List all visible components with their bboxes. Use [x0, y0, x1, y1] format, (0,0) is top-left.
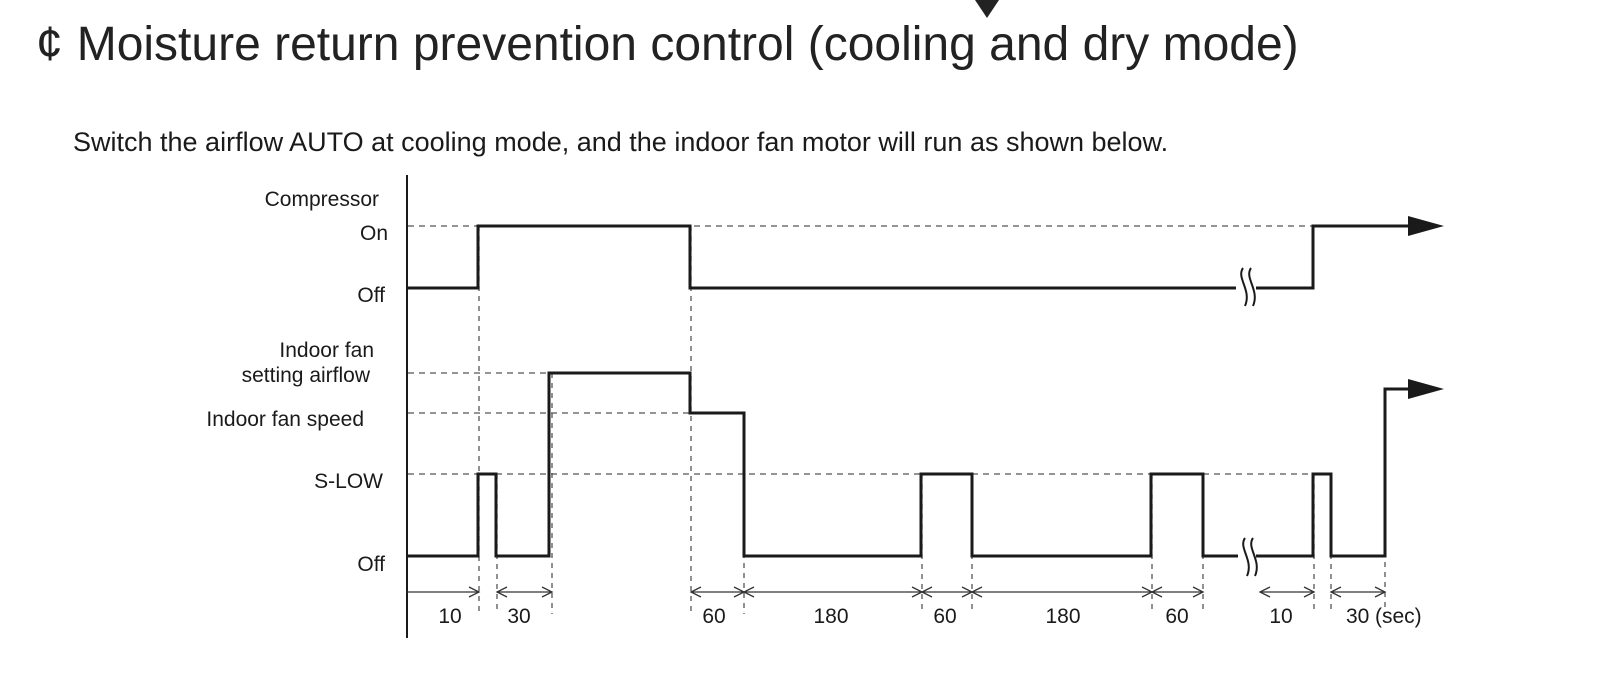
page-title-text: Moisture return prevention control (cool… — [76, 18, 1299, 71]
compressor-signal — [408, 224, 1236, 290]
guide-lines — [478, 226, 1386, 614]
interval-label: 60 — [933, 605, 956, 628]
indoor-fan-arrow-icon — [1408, 379, 1444, 399]
indoor-fan-signal-resume — [1256, 387, 1410, 558]
indoor-fan-signal — [408, 371, 1238, 558]
interval-arrow — [1150, 586, 1205, 598]
fan-speed-label: Indoor fan speed — [206, 408, 364, 431]
compressor-signal-resume — [1256, 224, 1410, 290]
interval-arrow — [742, 586, 924, 598]
interval-arrow — [689, 586, 746, 598]
compressor-on-label: On — [360, 222, 388, 245]
compressor-off-label: Off — [357, 284, 385, 307]
reference-lines — [408, 225, 1313, 475]
interval-label: 10 — [1269, 605, 1292, 628]
interval-arrow — [1329, 586, 1387, 598]
interval-label: 30 — [1346, 605, 1369, 628]
time-break-icon — [1242, 537, 1258, 577]
cent-symbol-icon: ¢ — [36, 18, 63, 71]
interval-label: 30 — [507, 605, 530, 628]
page-title: ¢ Moisture return prevention control (coo… — [36, 10, 1299, 80]
interval-arrow — [1258, 586, 1316, 598]
interval-label: 60 — [702, 605, 725, 628]
fan-off-label: Off — [357, 553, 385, 576]
interval-label: 180 — [813, 605, 848, 628]
interval-label: 10 — [438, 605, 461, 628]
down-triangle-icon — [975, 0, 999, 18]
fan-setting-airflow-label-line1: Indoor fan — [279, 339, 374, 362]
interval-label: 180 — [1045, 605, 1080, 628]
fan-setting-airflow-label-line2: setting airflow — [242, 364, 371, 387]
unit-label: (sec) — [1375, 605, 1422, 628]
interval-arrow — [970, 586, 1154, 598]
interval-dimensions — [407, 586, 1387, 598]
interval-arrow — [920, 586, 974, 598]
interval-arrow — [495, 586, 554, 598]
compressor-label: Compressor — [265, 188, 379, 211]
interval-arrow — [407, 586, 481, 598]
description-text: Switch the airflow AUTO at cooling mode,… — [73, 127, 1169, 157]
s-low-label: S-LOW — [314, 470, 383, 493]
interval-label: 60 — [1165, 605, 1188, 628]
time-break-icon — [1240, 267, 1256, 307]
compressor-arrow-icon — [1408, 216, 1444, 236]
